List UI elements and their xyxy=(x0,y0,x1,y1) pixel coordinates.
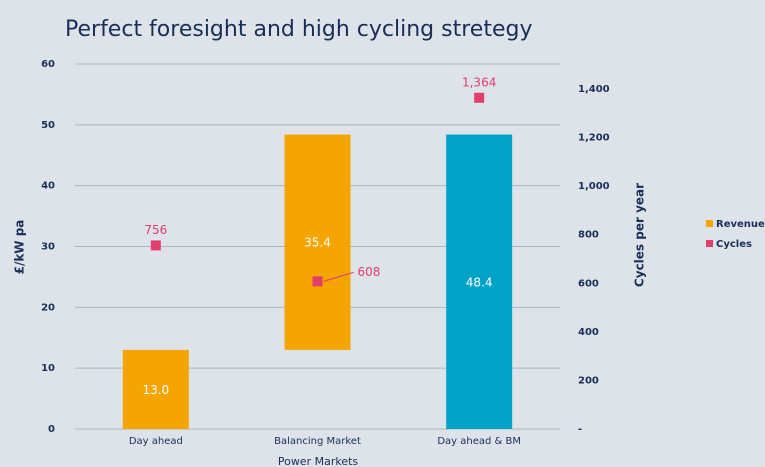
marker xyxy=(150,240,161,251)
y2-tick-label: 200 xyxy=(578,375,599,386)
legend-label: Revenue xyxy=(716,219,765,230)
legend-swatch xyxy=(706,240,713,247)
y-tick-label: 20 xyxy=(41,302,55,313)
y-tick-label: 50 xyxy=(41,120,55,131)
x-tick-label: Balancing Market xyxy=(274,436,361,447)
y2-tick-label: 1,400 xyxy=(578,84,610,95)
x-tick-label: Day ahead & BM xyxy=(437,436,521,447)
y-tick-label: 10 xyxy=(41,363,55,374)
chart-title: Perfect foresight and high cycling stret… xyxy=(65,17,532,42)
x-tick-label: Day ahead xyxy=(129,436,183,447)
y-tick-label: 40 xyxy=(41,181,55,192)
y-tick-label: 60 xyxy=(41,59,55,70)
value-label: 13.0 xyxy=(142,383,169,397)
value-label: 1,364 xyxy=(462,75,496,89)
y2-tick-label: 800 xyxy=(578,230,599,241)
y2-tick-label: 1,200 xyxy=(578,133,610,144)
y2-tick-label: - xyxy=(578,424,582,435)
y2-axis-label: Cycles per year xyxy=(633,183,647,287)
value-label: 756 xyxy=(144,223,167,237)
y-tick-label: 0 xyxy=(48,424,55,435)
legend-swatch xyxy=(706,220,713,227)
value-label: 608 xyxy=(358,265,381,279)
y2-tick-label: 1,000 xyxy=(578,181,610,192)
bar xyxy=(284,134,351,350)
value-label: 35.4 xyxy=(304,236,331,250)
y-axis-label: £/kW pa xyxy=(13,220,27,275)
x-axis-label: Power Markets xyxy=(278,455,359,467)
bar xyxy=(122,349,189,429)
leader-line xyxy=(323,271,354,282)
value-label: 48.4 xyxy=(466,275,493,289)
y2-tick-label: 400 xyxy=(578,327,599,338)
marker xyxy=(312,276,323,287)
y2-tick-label: 600 xyxy=(578,278,599,289)
marker xyxy=(474,92,485,103)
legend-label: Cycles xyxy=(716,239,752,250)
y-tick-label: 30 xyxy=(41,242,55,253)
bar xyxy=(446,134,513,430)
